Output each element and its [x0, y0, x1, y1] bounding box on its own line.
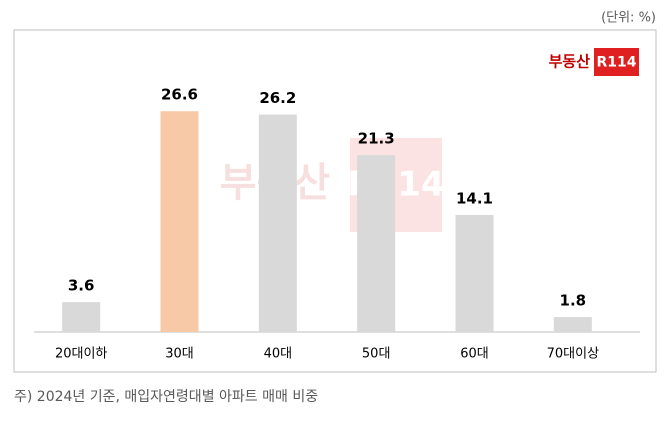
logo-badge-text: R114: [596, 55, 636, 71]
bar: [258, 114, 297, 332]
value-label: 3.6: [68, 277, 95, 295]
value-label: 1.8: [560, 292, 587, 310]
x-tick-label: 50대: [362, 347, 391, 362]
plot-frame: [13, 29, 657, 373]
watermark: 부동산 R114: [220, 138, 445, 232]
x-tick-label: 40대: [264, 347, 293, 362]
bar: [160, 111, 199, 332]
bar: [455, 214, 494, 332]
note: 주) 2024년 기준, 매입자연령대별 아파트 매매 비중: [14, 389, 318, 405]
value-label: 26.6: [161, 86, 198, 104]
x-tick-label: 30대: [165, 347, 194, 362]
bar: [357, 155, 396, 332]
value-label: 26.2: [259, 89, 296, 107]
bar: [553, 317, 592, 332]
bar: [62, 302, 101, 332]
logo-name: 부동산: [549, 53, 591, 71]
x-tick-label: 70대이상: [547, 347, 599, 362]
x-tick-label: 20대이하: [55, 347, 107, 362]
value-label: 21.3: [358, 130, 395, 148]
value-label: 14.1: [456, 189, 493, 207]
unit-label: (단위: %): [601, 11, 656, 26]
logo-badge: [594, 48, 639, 76]
x-tick-label: 60대: [460, 347, 489, 362]
